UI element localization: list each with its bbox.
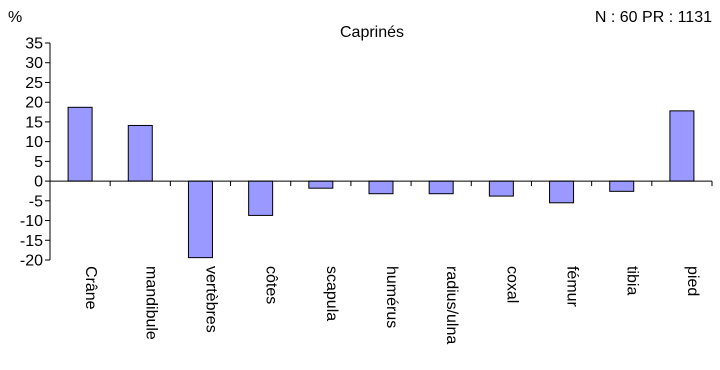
bar-f-mur (549, 180, 575, 204)
bar-pied (669, 110, 695, 182)
y-tick-label: 15 (25, 114, 43, 131)
sample-size-annotation: N : 60 PR : 1131 (595, 9, 712, 26)
bar-vert-bres (187, 180, 213, 259)
x-category-label: fémur (564, 266, 581, 308)
bar-mandibule (127, 124, 153, 182)
bar-scapula (308, 180, 334, 189)
y-tick-label: -10 (20, 213, 43, 230)
bar-cr-ne (67, 106, 93, 182)
y-tick-label: 5 (34, 154, 43, 171)
y-tick-label: 25 (25, 75, 43, 92)
x-category-label: vertèbres (202, 266, 219, 333)
bar-coxal (488, 180, 514, 197)
y-tick-label: 30 (25, 55, 43, 72)
y-tick-label: 0 (34, 174, 43, 191)
y-tick-label: -20 (20, 253, 43, 270)
y-axis: 35 30 25 20 15 10 5 0 -5 -10 -15 -20 (20, 36, 51, 270)
x-category-label: tibia (624, 266, 641, 295)
y-tick-label: -5 (29, 193, 43, 210)
x-category-label: Crâne (82, 266, 99, 310)
x-category-label: mandibule (142, 266, 159, 340)
bars (67, 106, 695, 259)
y-tick-label: 20 (25, 95, 43, 112)
y-tick-label: 10 (25, 134, 43, 151)
x-category-label: pied (684, 266, 701, 296)
x-category-label: humérus (383, 266, 400, 328)
y-tick-label: 35 (25, 36, 43, 53)
x-category-label: coxal (503, 266, 520, 303)
bar-tibia (609, 180, 635, 192)
y-axis-unit-label: % (8, 9, 22, 26)
bar-hum-rus (368, 180, 394, 195)
chart-title: Caprinés (340, 24, 404, 41)
x-category-label: scapula (323, 266, 340, 321)
y-tick-label: -15 (20, 233, 43, 250)
bar-c-tes (248, 180, 274, 216)
bar-radius-ulna (428, 180, 454, 195)
x-category-label: côtes (263, 266, 280, 304)
x-axis: Crâne mandibule vertèbres côtes scapula humér… (49, 180, 713, 344)
x-category-label: radius/ulna (443, 266, 460, 344)
